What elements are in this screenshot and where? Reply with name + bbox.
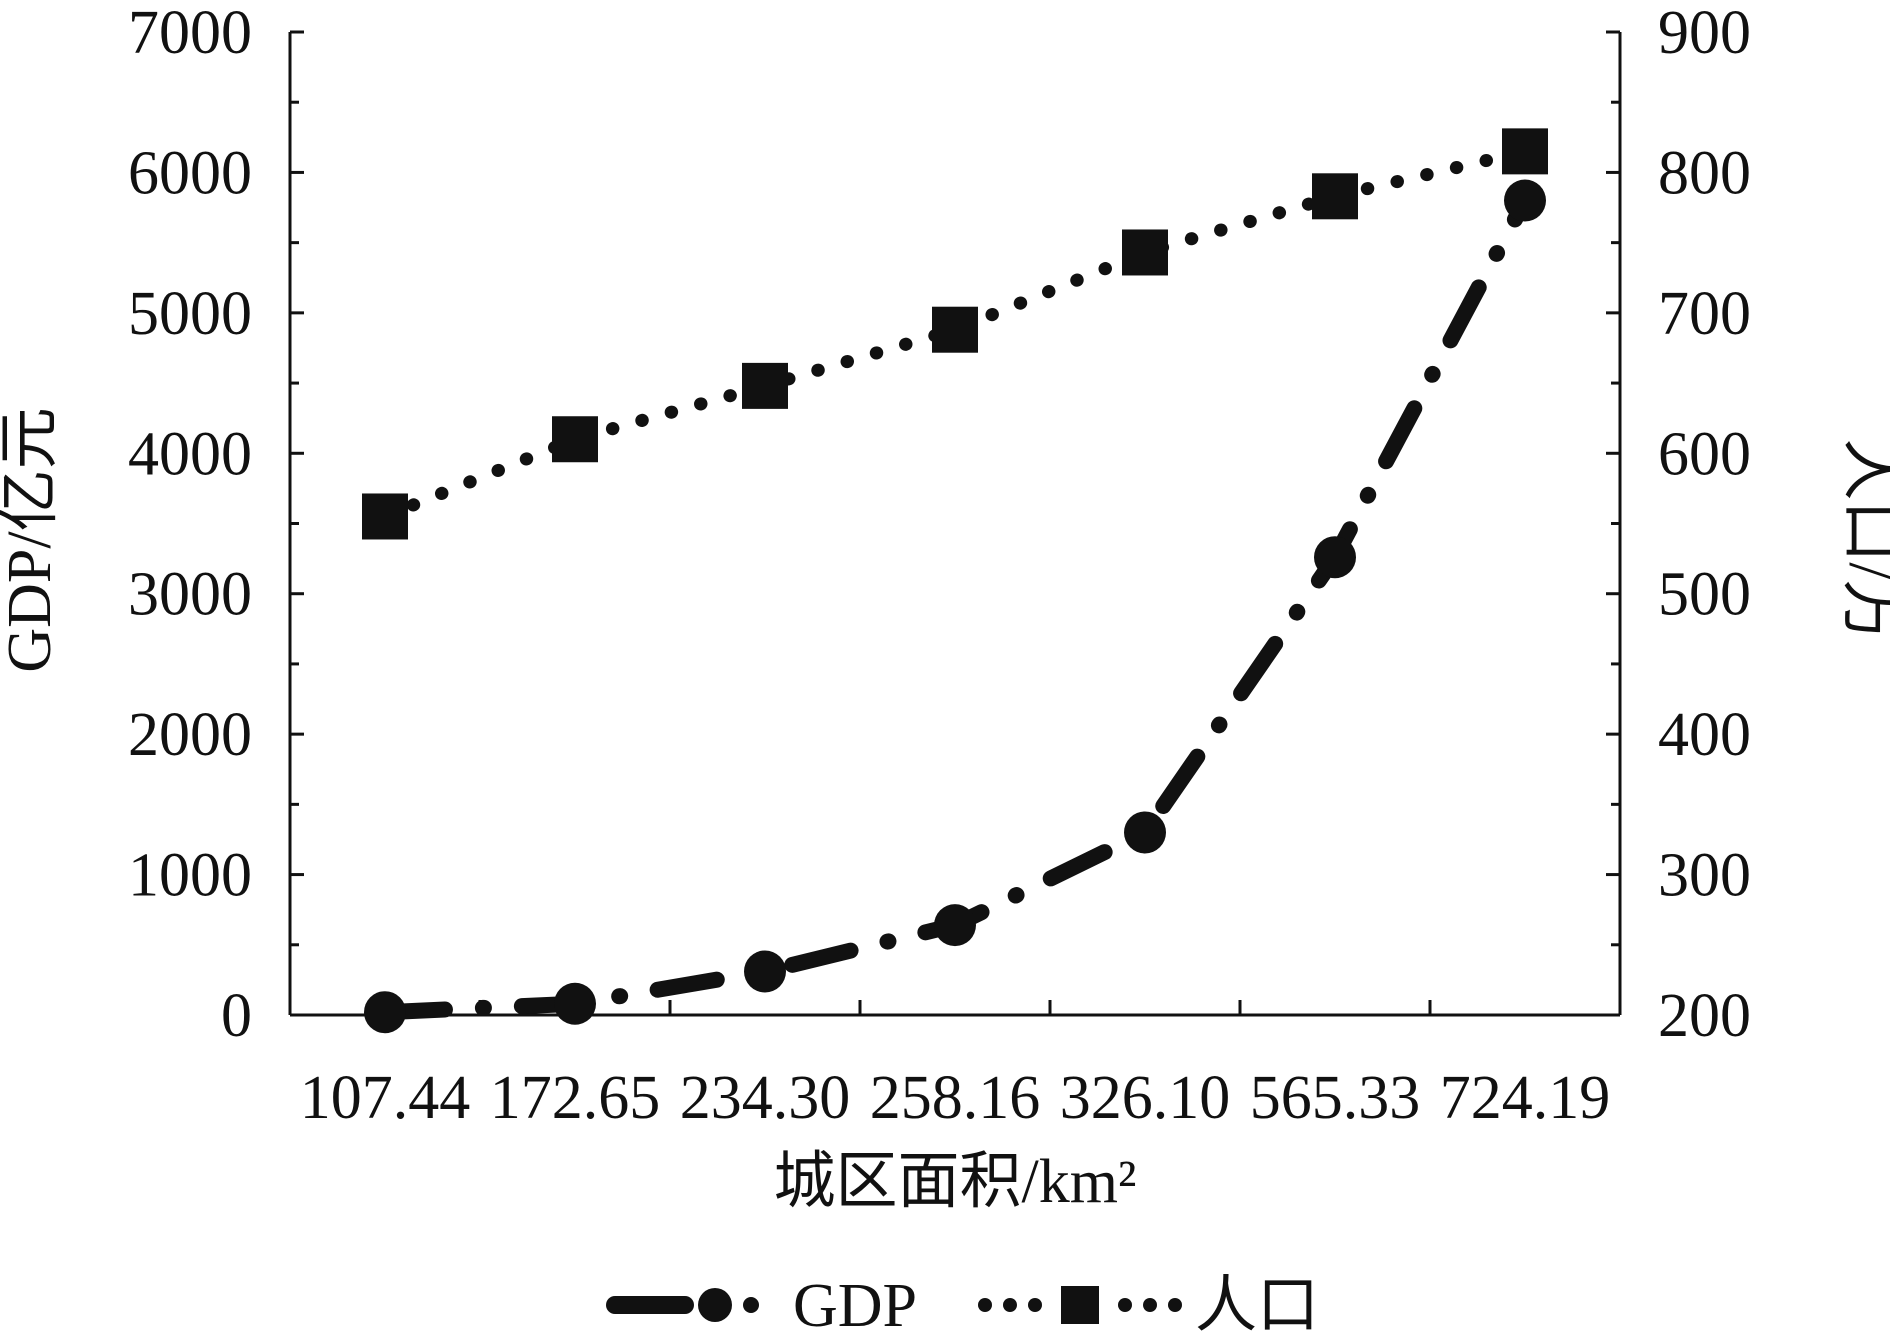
y-axis-title-right: 人口/万 [1836,438,1890,641]
series-gdp [364,179,1546,1034]
right-tick-label: 300 [1658,842,1751,910]
right-tick-label: 600 [1658,420,1751,488]
left-tick-label: 5000 [128,280,252,348]
gdp-point [744,950,786,993]
right-tick-label: 400 [1658,701,1751,769]
legend-label-gdp: GDP [793,1272,917,1337]
gdp-point [1504,179,1546,222]
gdp-point [1314,536,1356,579]
legend-item-population: 人口 [978,1272,1319,1337]
left-axis-ticks: 0 1000 2000 3000 4000 5000 6000 7000 [128,0,304,1050]
plot-frame [288,32,1622,1017]
right-tick-label: 500 [1658,561,1751,629]
left-tick-label: 0 [221,982,252,1050]
x-tick-label: 258.16 [870,1064,1041,1132]
population-point [932,306,978,353]
x-axis-ticks: 107.44 172.65 234.30 258.16 326.10 565.33 724.… [300,1000,1611,1132]
population-point [1312,173,1358,220]
right-tick-label: 900 [1658,0,1751,67]
right-tick-label: 200 [1658,982,1751,1050]
series-population [362,128,1548,540]
left-tick-label: 3000 [128,561,252,629]
series-layer [362,128,1548,1034]
right-tick-label: 700 [1658,280,1751,348]
gdp-point [1124,811,1166,854]
population-point [552,416,598,463]
x-tick-label: 326.10 [1060,1064,1231,1132]
y-axis-title-left: GDP/亿元 [0,407,64,672]
x-axis-title: 城区面积/km² [773,1148,1136,1216]
left-tick-label: 4000 [128,420,252,488]
population-point [1502,128,1548,175]
right-tick-label: 800 [1658,139,1751,207]
x-tick-label: 172.65 [490,1064,661,1132]
left-tick-label: 6000 [128,139,252,207]
gdp-point [554,982,596,1025]
gdp-point [364,991,406,1034]
legend-label-population: 人口 [1195,1272,1319,1337]
x-tick-label: 107.44 [300,1064,471,1132]
left-tick-label: 1000 [128,842,252,910]
x-tick-label: 234.30 [680,1064,851,1132]
left-tick-label: 7000 [128,0,252,67]
gdp-point [934,904,976,947]
population-point [362,493,408,540]
legend: GDP 人口 [606,1272,1319,1337]
left-tick-label: 2000 [128,701,252,769]
population-point [742,362,788,409]
right-axis-ticks: 200 300 400 500 600 700 800 900 [1606,0,1751,1050]
x-tick-label: 565.33 [1250,1064,1421,1132]
population-point [1122,229,1168,276]
legend-item-gdp: GDP [606,1272,917,1337]
x-tick-label: 724.19 [1440,1064,1611,1132]
